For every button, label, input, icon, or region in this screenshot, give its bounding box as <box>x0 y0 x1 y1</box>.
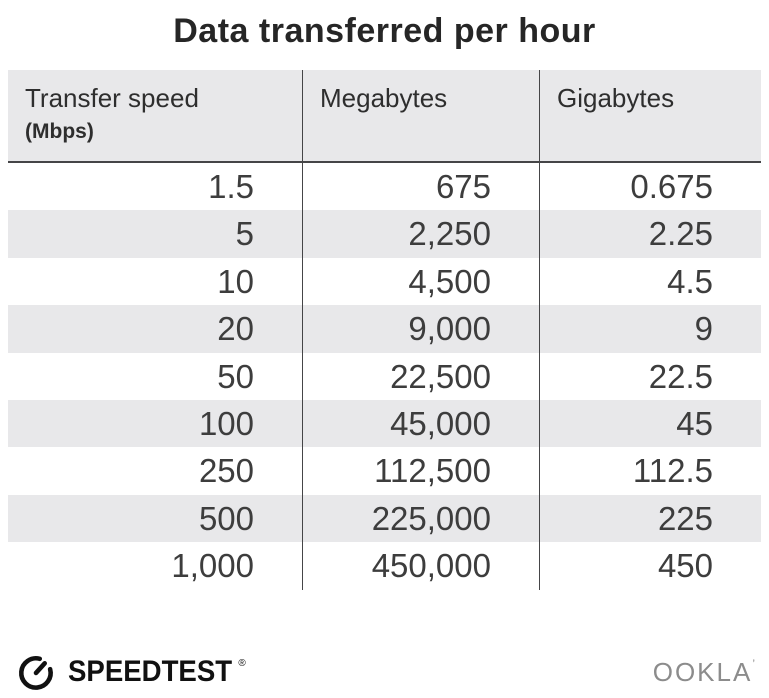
cell-transfer-speed: 50 <box>217 357 254 395</box>
cell-megabytes: 22,500 <box>302 352 539 400</box>
cell-megabytes: 450,000 <box>302 542 539 590</box>
data-table: Transfer speed (Mbps) Megabytes Gigabyte… <box>8 70 761 590</box>
cell-megabytes: 4,500 <box>302 257 539 306</box>
cell-transfer-speed: 250 <box>198 452 254 490</box>
cell-megabytes: 9,000 <box>302 305 539 353</box>
cell-transfer-speed: 10 <box>217 262 254 300</box>
cell-gigabytes: 9 <box>539 305 761 353</box>
cell-transfer-speed: 500 <box>198 499 254 537</box>
table-header-row: Transfer speed (Mbps) Megabytes Gigabyte… <box>8 70 761 163</box>
cell-megabytes: 45,000 <box>302 399 539 448</box>
cell-gigabytes: 4.5 <box>539 257 761 306</box>
header-transfer-speed-unit: (Mbps) <box>25 120 94 143</box>
header-transfer-speed: Transfer speed (Mbps) <box>8 70 302 161</box>
ookla-trademark-icon: ’ <box>752 656 755 671</box>
cell-megabytes: 2,250 <box>302 210 539 258</box>
cell-transfer-speed: 5 <box>235 215 254 253</box>
cell-megabytes: 675 <box>302 163 539 211</box>
page-title: Data transferred per hour <box>173 12 596 50</box>
header-megabytes-label: Megabytes <box>320 83 448 113</box>
cell-gigabytes: 112.5 <box>539 447 761 495</box>
cell-gigabytes: 225 <box>539 494 761 543</box>
table-row: 50 22,500 22.5 <box>8 352 761 400</box>
header-transfer-speed-label: Transfer speed <box>25 83 199 113</box>
speedtest-wordmark: SPEEDTEST <box>68 655 233 688</box>
table-row: 100 45,000 45 <box>8 399 761 448</box>
cell-transfer-speed: 100 <box>198 404 254 442</box>
table-row: 500 225,000 225 <box>8 494 761 543</box>
cell-transfer-speed: 1,000 <box>171 547 254 585</box>
table-row: 250 112,500 112.5 <box>8 447 761 495</box>
cell-megabytes: 112,500 <box>302 447 539 495</box>
header-gigabytes-label: Gigabytes <box>557 83 675 113</box>
cell-transfer-speed: 20 <box>217 310 254 348</box>
header-megabytes: Megabytes <box>302 70 539 161</box>
table-row: 20 9,000 9 <box>8 305 761 353</box>
cell-megabytes: 225,000 <box>302 494 539 543</box>
cell-transfer-speed: 1.5 <box>208 168 254 205</box>
cell-gigabytes: 2.25 <box>539 210 761 258</box>
footer: SPEEDTEST ® OOKLA’ <box>14 646 755 698</box>
table-row: 1.5 675 0.675 <box>8 163 761 211</box>
ookla-logo: OOKLA’ <box>653 657 755 688</box>
table-row: 10 4,500 4.5 <box>8 257 761 306</box>
table-body: 1.5 675 0.675 5 2,250 2.25 10 4,500 4.5 20 9,000 9 5… <box>8 163 761 590</box>
registered-trademark-icon: ® <box>238 658 246 669</box>
speedtest-logo: SPEEDTEST ® <box>14 650 246 694</box>
table-row: 1,000 450,000 450 <box>8 542 761 590</box>
header-gigabytes: Gigabytes <box>539 70 761 161</box>
cell-gigabytes: 450 <box>539 542 761 590</box>
cell-gigabytes: 0.675 <box>539 163 761 211</box>
ookla-wordmark: OOKLA <box>652 656 753 687</box>
table-row: 5 2,250 2.25 <box>8 210 761 258</box>
speedtest-gauge-icon <box>19 656 53 690</box>
cell-gigabytes: 22.5 <box>539 352 761 400</box>
cell-gigabytes: 45 <box>539 399 761 448</box>
